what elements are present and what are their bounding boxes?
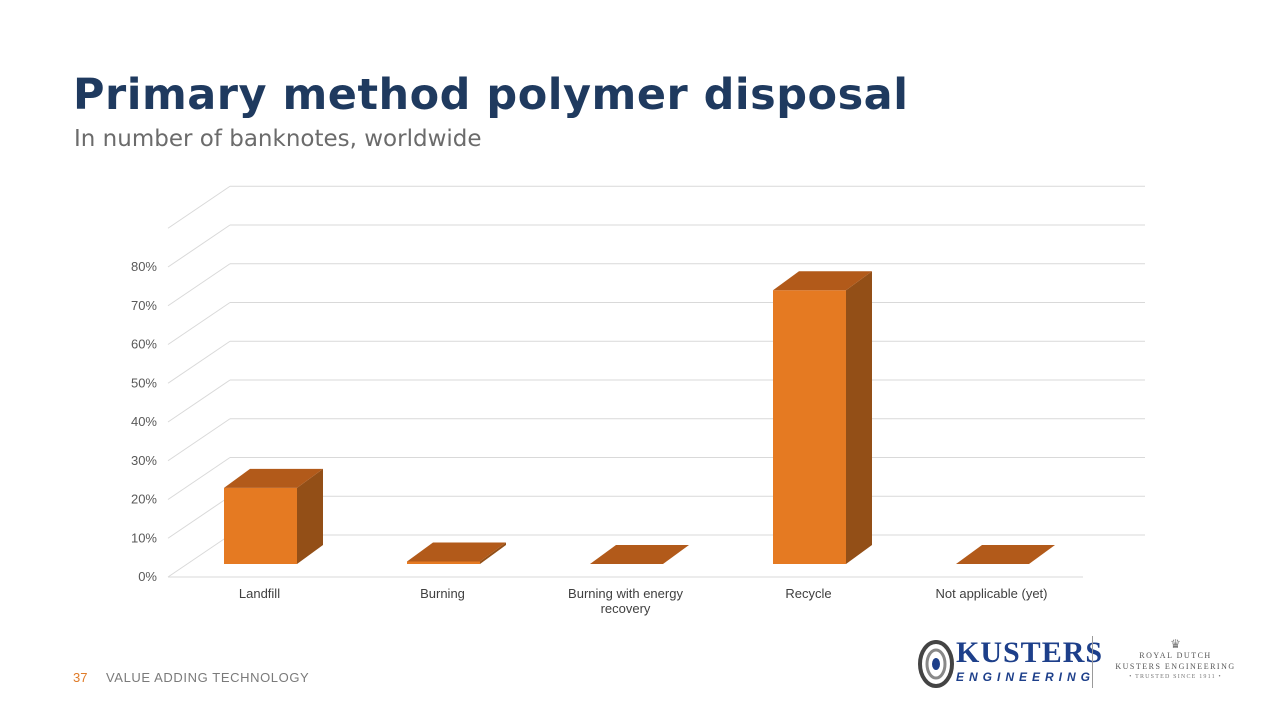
y-tick-label: 80%: [131, 259, 157, 274]
y-tick-label: 60%: [131, 337, 157, 352]
kusters-logo: KUSTERS ENGINEERING: [918, 638, 1102, 690]
gridline-diagonal: [167, 302, 231, 345]
gridline-diagonal: [167, 495, 231, 539]
bar-side: [846, 271, 872, 564]
slide-subtitle: In number of banknotes, worldwide: [74, 126, 482, 152]
bar-side: [297, 468, 323, 564]
gridline-diagonal: [167, 185, 231, 229]
x-category-label: Burning with energy recovery: [568, 586, 683, 616]
crown-icon: ♛: [1170, 637, 1181, 651]
logo-brand-sub: ENGINEERING: [956, 670, 1096, 684]
x-category-label: Recycle: [785, 586, 831, 601]
logo-divider: [1092, 636, 1093, 688]
x-category-label: Burning: [420, 586, 465, 601]
slide-title: Primary method polymer disposal: [73, 70, 909, 120]
footer-tagline: VALUE ADDING TECHNOLOGY: [106, 670, 310, 685]
gridline-diagonal: [167, 534, 231, 578]
royal-line-1: ROYAL DUTCH: [1139, 651, 1212, 660]
royal-line-3: • TRUSTED SINCE 1911 •: [1129, 674, 1222, 680]
y-tick-label: 50%: [131, 375, 157, 390]
logo-brand: KUSTERS: [956, 636, 1104, 669]
bar-top: [773, 271, 872, 291]
gridline-diagonal: [167, 263, 231, 307]
y-tick-label: 0%: [138, 569, 157, 584]
gridline-diagonal: [167, 340, 231, 384]
x-category-label: Landfill: [239, 586, 280, 601]
gridline-diagonal: [167, 418, 231, 462]
page-number: 37: [73, 670, 88, 685]
bar: [773, 290, 846, 564]
y-tick-label: 20%: [131, 492, 157, 507]
y-tick-label: 30%: [131, 453, 157, 468]
royal-dutch-logo: ♛ ROYAL DUTCH KUSTERS ENGINEERING • TRUS…: [1108, 638, 1243, 682]
bar-side: [480, 542, 506, 564]
x-category-label: Not applicable (yet): [936, 586, 1048, 601]
bar: [224, 487, 297, 564]
bar-top: [590, 545, 689, 564]
y-tick-label: 70%: [131, 298, 157, 313]
y-tick-label: 40%: [131, 414, 157, 429]
gridline-diagonal: [167, 379, 231, 423]
gridline-diagonal: [167, 457, 231, 500]
royal-line-2: KUSTERS ENGINEERING: [1115, 662, 1236, 671]
wheel-icon: [918, 640, 954, 688]
gridline-diagonal: [167, 224, 231, 268]
bar-chart: 0% 10% 20% 30% 40% 50% 60% 70% 80% Landfill Burnin…: [131, 185, 1145, 616]
bar-top: [407, 542, 506, 562]
bar: [407, 561, 480, 564]
bar-top: [224, 468, 323, 488]
y-tick-label: 10%: [131, 530, 157, 545]
bar-top: [956, 545, 1055, 564]
